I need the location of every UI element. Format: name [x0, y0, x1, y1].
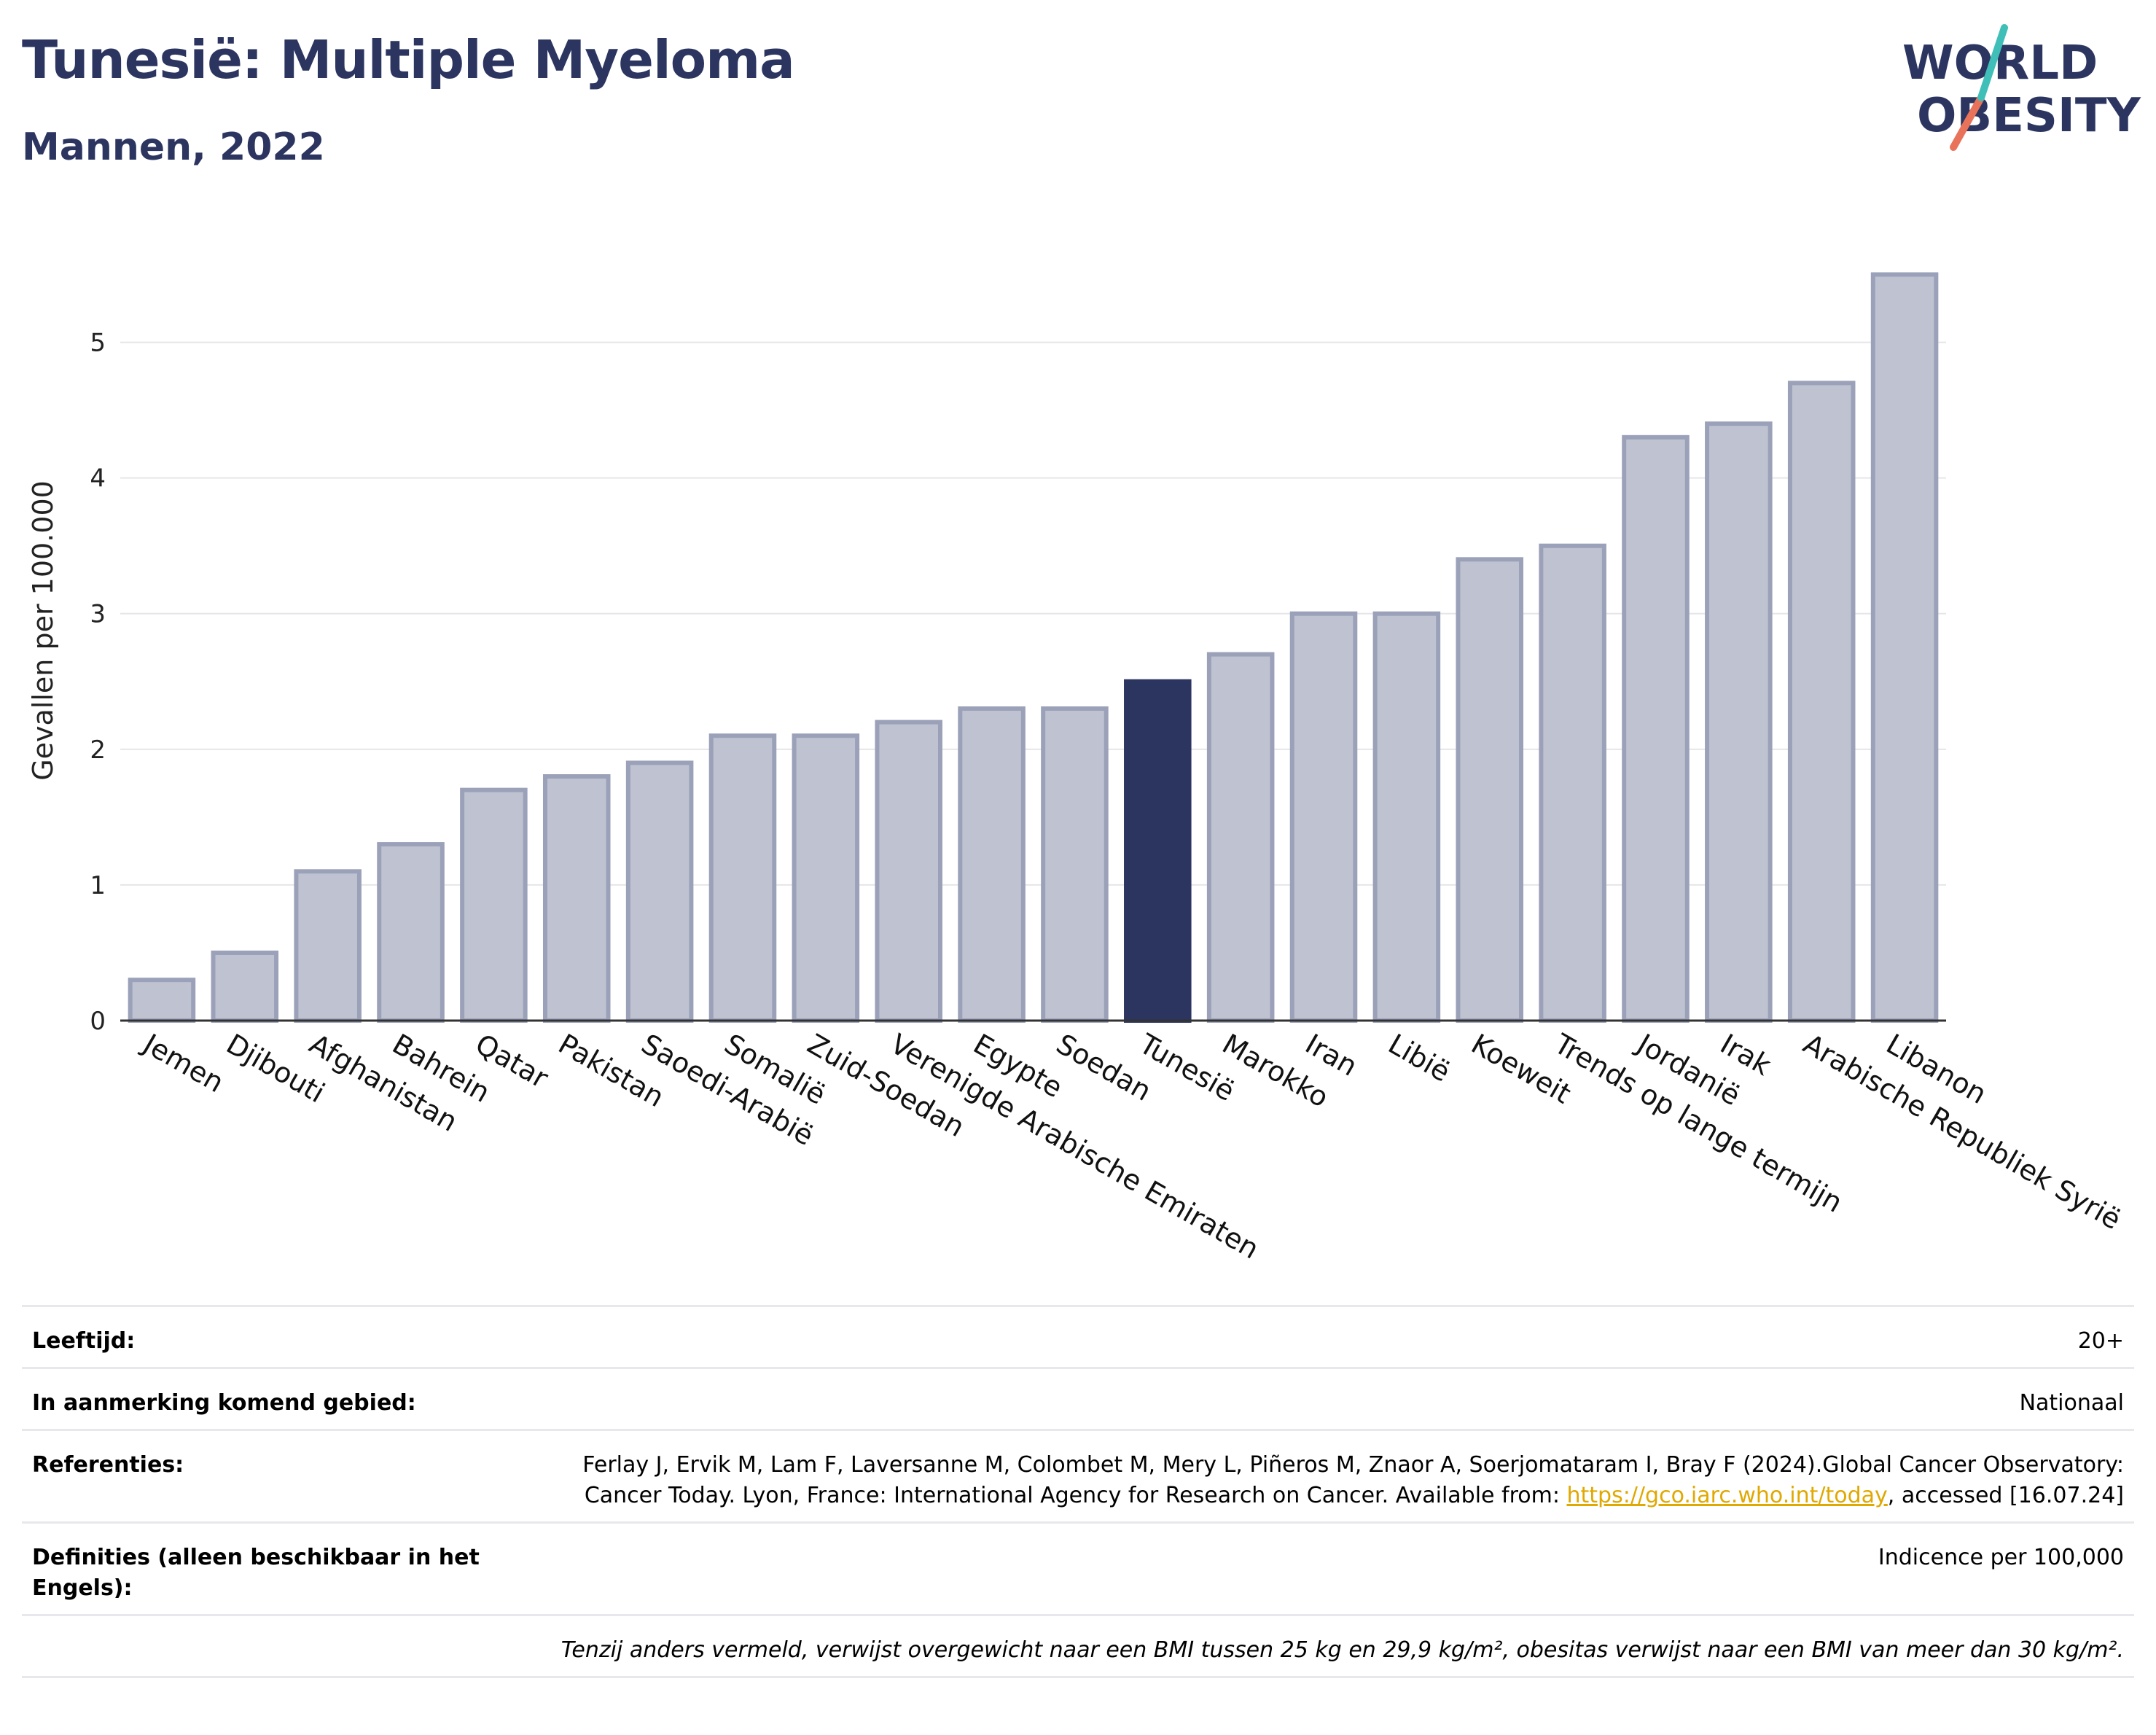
logo-line2: OBESITY [1917, 89, 2141, 143]
y-tick-label: 4 [90, 464, 106, 494]
bar-pakistan [542, 774, 611, 1023]
logo-slash-upper [1977, 24, 2008, 101]
reference-text: Ferlay J, Ervik M, Lam F, Laversanne M, … [582, 1452, 2124, 1508]
bar-libi- [1372, 611, 1441, 1023]
bar-iran [1289, 611, 1358, 1023]
bar-afghanistan [294, 869, 362, 1023]
bar-jordani- [1622, 434, 1690, 1023]
info-label: In aanmerking komend gebied: [22, 1367, 509, 1430]
bar-arabische-republiek-syri- [1787, 381, 1856, 1023]
info-value: 20+ [509, 1305, 2134, 1368]
bar-saoedi-arabi- [625, 760, 694, 1024]
info-table: Leeftijd: 20+ In aanmerking komend gebie… [22, 1305, 2134, 1678]
info-label: Leeftijd: [22, 1305, 509, 1368]
bar-tunesi- [1124, 679, 1192, 1023]
y-tick-label: 2 [90, 736, 106, 765]
info-row-references: Referenties: Ferlay J, Ervik M, Lam F, L… [22, 1429, 2134, 1523]
y-tick-label: 3 [90, 600, 106, 629]
info-row-area: In aanmerking komend gebied: Nationaal [22, 1367, 2134, 1430]
bar-koeweit [1456, 557, 1524, 1023]
y-axis-label: Gevallen per 100.000 [27, 480, 59, 781]
x-tick-label: Soedan [1051, 1028, 1157, 1107]
footnote: Tenzij anders vermeld, verwijst overgewi… [22, 1614, 2134, 1678]
x-tick-label: Jemen [137, 1027, 230, 1099]
bar-qatar [460, 787, 528, 1024]
bar-trends-op-lange-termijn [1539, 543, 1606, 1023]
info-row-age: Leeftijd: 20+ [22, 1305, 2134, 1368]
bar-soedan [1041, 706, 1109, 1023]
y-tick-label: 1 [90, 871, 106, 900]
chart-title: Tunesië: Multiple Myeloma [22, 29, 795, 90]
info-row-footnote: Tenzij anders vermeld, verwijst overgewi… [22, 1614, 2134, 1678]
bar-somali- [708, 733, 777, 1024]
bar-verenigde-arabische-emiraten [875, 720, 942, 1023]
world-obesity-logo: WORLD OBESITY [1902, 24, 2141, 151]
info-value: Nationaal [509, 1367, 2134, 1430]
bar-bahrein [377, 842, 445, 1023]
info-row-definitions: Definities (alleen beschikbaar in het En… [22, 1521, 2134, 1615]
info-value: Ferlay J, Ervik M, Lam F, Laversanne M, … [509, 1429, 2134, 1523]
bar-jemen [128, 978, 196, 1024]
reference-suffix: , accessed [16.07.24] [1887, 1483, 2124, 1508]
x-tick-label: Tunesië [1133, 1027, 1240, 1107]
bar-irak [1705, 421, 1773, 1023]
bar-egypte [958, 706, 1026, 1023]
y-tick-label: 5 [90, 329, 106, 358]
x-tick-label: Arabische Republiek Syrië [1798, 1028, 2127, 1236]
y-tick-label: 0 [90, 1007, 106, 1036]
bar-zuid-soedan [792, 733, 860, 1024]
info-label: Referenties: [22, 1429, 509, 1523]
info-label: Definities (alleen beschikbaar in het En… [22, 1521, 509, 1615]
info-value: Indicence per 100,000 [509, 1521, 2134, 1615]
bar-libanon [1870, 272, 1939, 1023]
bar-marokko [1206, 652, 1275, 1024]
x-tick-label: Libië [1383, 1028, 1456, 1088]
reference-link[interactable]: https://gco.iarc.who.int/today [1566, 1483, 1888, 1508]
logo-slash-lower [1950, 94, 1985, 151]
bar-djibouti [211, 950, 279, 1024]
chart-subtitle: Mannen, 2022 [22, 125, 325, 169]
